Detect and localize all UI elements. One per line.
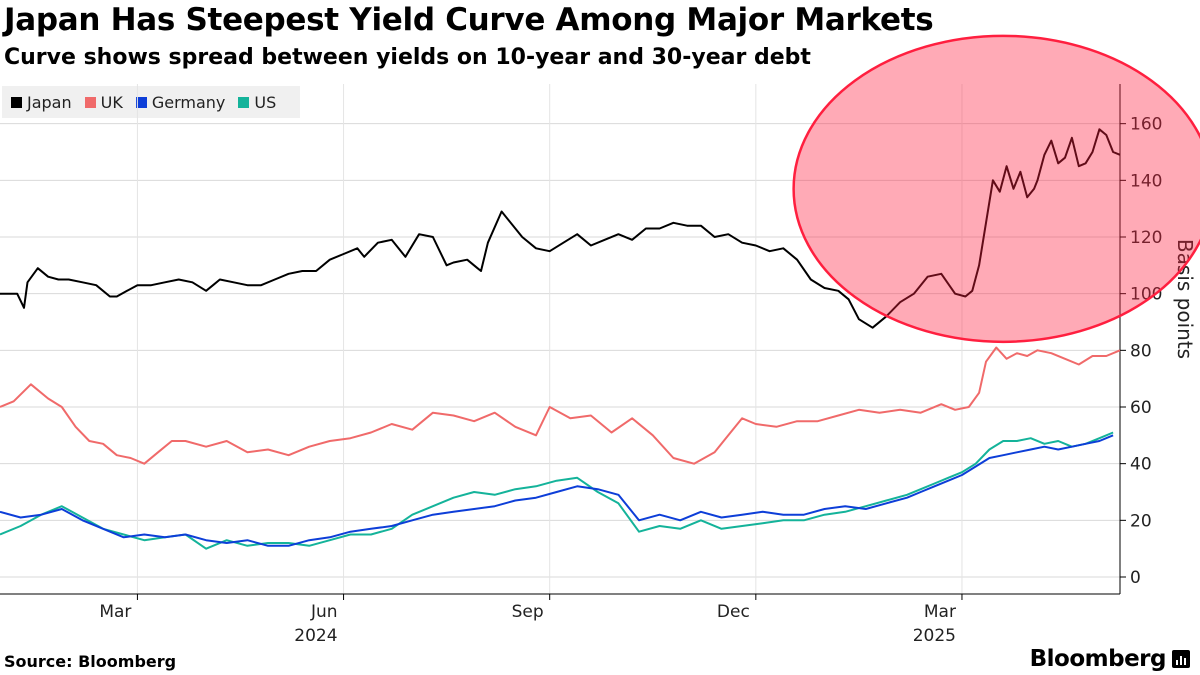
x-tick-label-4: Mar [924,602,956,622]
legend-item-japan: Japan [11,93,72,112]
legend-swatch-us [238,96,250,108]
series-line-uk [0,346,1121,465]
legend: Japan UK Germany US [2,86,300,118]
y-tick-label-80: 80 [1130,341,1152,361]
x-tick-label-1: Jun [310,602,338,622]
legend-item-uk: UK [84,92,123,112]
y-axis-title: Basis points [1173,239,1197,359]
chart-title: Japan Has Steepest Yield Curve Among Maj… [4,2,934,38]
legend-swatch-germany [135,96,147,108]
legend-label-germany: Germany [151,92,226,112]
legend-swatch-uk [84,96,96,108]
bloomberg-mark-icon [1172,650,1190,668]
year-label-2024: 2024 [294,626,337,646]
highlight-circle [792,34,1200,344]
chart-subtitle: Curve shows spread between yields on 10-… [4,45,811,70]
x-tick-label-2: Sep [512,602,544,622]
y-tick-label-160: 160 [1130,115,1162,135]
legend-item-germany: Germany [135,92,226,112]
series-line-japan [0,128,1121,329]
legend-label-us: US [254,92,277,112]
legend-swatch-japan [11,96,22,108]
y-tick-label-40: 40 [1130,455,1152,475]
x-tick-label-0: Mar [99,602,131,622]
source-note: Source: Bloomberg [4,652,177,671]
series-line-germany [0,434,1114,547]
y-tick-label-60: 60 [1130,398,1152,418]
brand-name: Bloomberg [1029,646,1167,672]
series-line-us [0,431,1114,550]
legend-label-japan: Japan [27,92,72,112]
y-tick-label-100: 100 [1130,285,1162,305]
legend-label-uk: UK [100,92,123,112]
legend-item-us: US [238,93,276,112]
y-tick-label-20: 20 [1130,511,1152,531]
x-tick-label-3: Dec [717,602,750,622]
y-tick-label-120: 120 [1130,228,1162,248]
year-label-2025: 2025 [913,626,956,646]
bloomberg-logo: Bloomberg [1030,646,1190,672]
y-tick-label-0: 0 [1130,568,1141,588]
y-tick-label-140: 140 [1130,171,1162,191]
